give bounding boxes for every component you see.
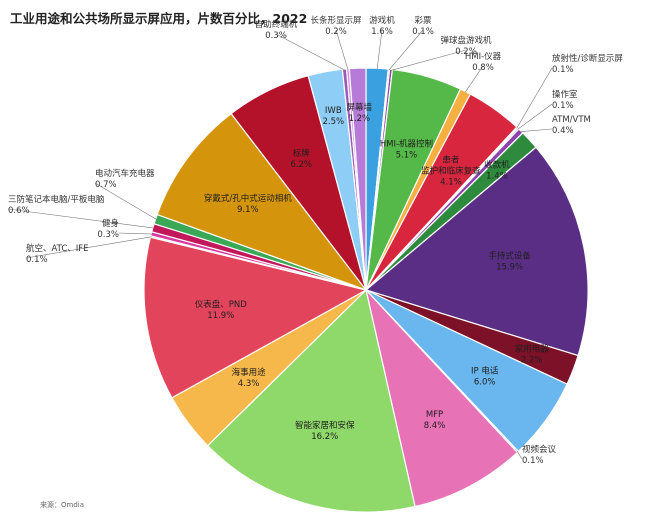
leader-line [25,236,152,259]
leader-line [7,208,154,229]
leader-line [388,29,424,71]
leader-line [275,33,345,71]
slice-label: 标牌 6.2% [290,148,312,170]
slice-label: 航空、ATC、IFE 0.1% [26,243,89,265]
slice-label: 自助终端机 0.3% [255,19,298,41]
leader-line [94,182,157,220]
slice-label: 穿戴式/孔中式运动相机 9.1% [204,193,292,215]
slice-label: 操作室 0.1% [552,89,578,111]
leader-line [520,128,553,132]
slice-label: IP 电话 6.0% [471,365,499,387]
leader-lines [7,29,553,460]
slice-label: 长条形显示屏 0.2% [310,15,362,37]
pie-slice [206,288,416,513]
slice-label: IWB 2.5% [322,106,344,127]
slice-label: 智能家居和安保 16.2% [295,420,355,442]
leader-line [517,103,553,130]
slice-label: 弹球盘游戏机 0.2% [440,35,492,57]
slice-label: 家用电器 2.2% [515,344,550,366]
slice-label: MFP 8.4% [424,410,446,431]
slice-label: 手持式设备 15.9% [488,251,531,273]
leader-line [376,29,383,70]
slice-label: 视频会议 0.1% [522,444,557,466]
leader-line [464,65,484,93]
chart-title: 工业用途和公共场所显示屏应用，片数百分比，2022 [10,11,308,26]
slice-label: 海事用途 4.3% [232,367,267,389]
slice-label: HMI-机器控制 5.1% [380,139,433,161]
leader-line [335,29,349,70]
slice-label: 仪表盘、PND 11.9% [195,299,247,321]
pie-slice [364,146,589,357]
source-note: 来源：Omdia [40,501,85,509]
slice-label: 健身 0.3% [97,218,119,240]
pie-slice [364,287,519,508]
slice-label: HMI-仪器 0.8% [465,52,502,73]
slice-label: 电动汽车充电器 0.7% [95,168,155,190]
slice-label: 三防笔记本电脑/平板电脑 0.6% [8,194,105,216]
leader-line [516,451,523,460]
slice-label: 屏幕墙 1.2% [347,102,373,124]
leader-line [516,67,553,129]
pie-slice [348,67,367,291]
leader-line [390,49,467,71]
slice-labels: 游戏机 1.6% 彩票 0.1% 弹球盘游戏机 0.2% HMI-机器控制 5.1% HMI-仪… [8,15,623,466]
pie-slice [143,236,368,399]
slice-label: 放射性/诊断显示屏 0.1% [552,53,623,75]
pie-slices [143,67,589,513]
slice-label: 患者监护和临床复查 4.1% [421,155,481,188]
leader-line [118,232,153,235]
slice-label: ATM/VTM 0.4% [552,115,591,136]
slice-label: 游戏机 1.6% [369,15,395,37]
slice-label: 收款机 1.4% [484,160,510,182]
slice-label: 彩票 0.1% [412,15,434,37]
pie-slice [156,112,368,292]
